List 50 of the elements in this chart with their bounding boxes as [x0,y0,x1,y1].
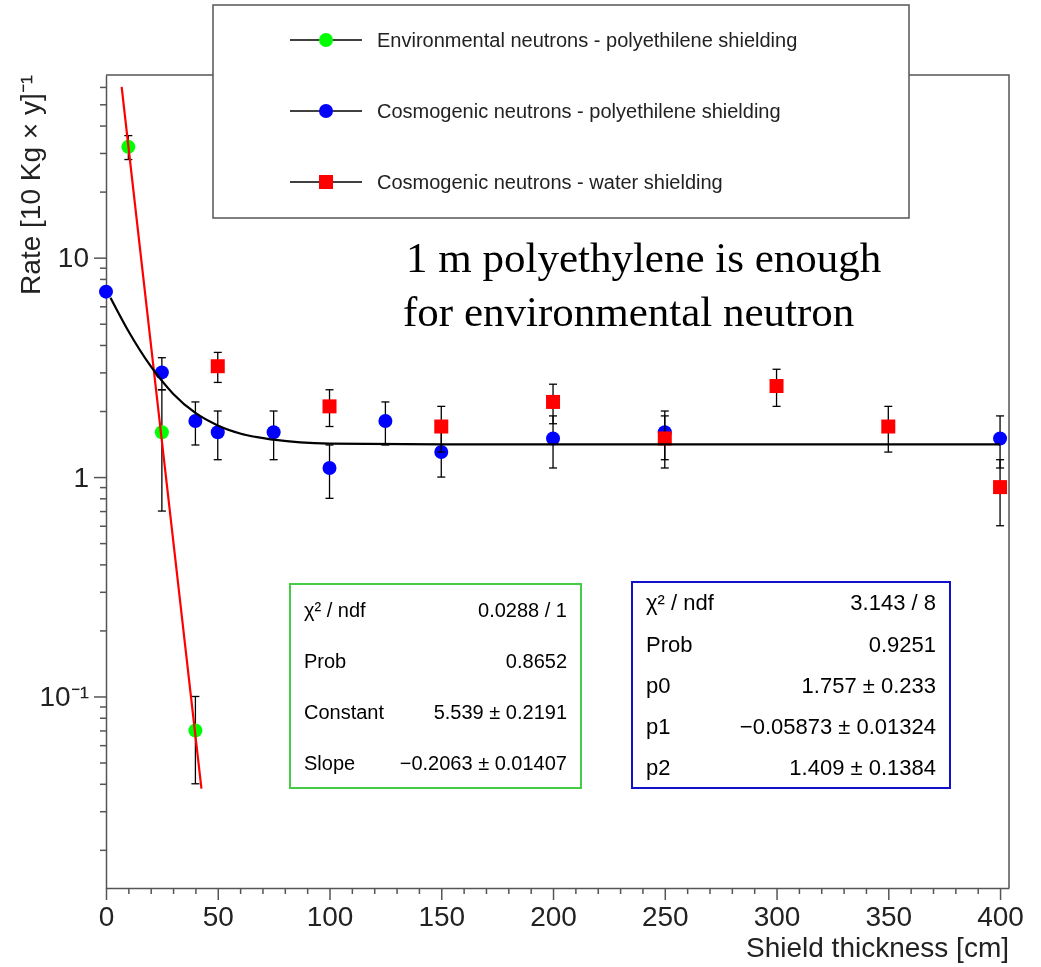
annotation: −0.2063 ± 0.01407 [399,751,567,774]
point [378,414,393,429]
x-tick-label: 0 [98,900,115,932]
x-axis-title: Shield thickness [cm] [746,932,1009,963]
annotation: Constant [304,700,385,723]
y-tick-label: 10 [57,242,89,274]
point [266,425,281,440]
annotation: Slope [304,751,356,774]
annotation: 1.409 ± 0.1384 [789,755,936,781]
legend-label: Environmental neutrons - polyethilene shielding [377,29,798,51]
y-tick-label: 1 [73,461,89,493]
annotation: 0.0288 / 1 [478,598,567,621]
x-tick-label: 250 [641,900,689,932]
annotation: Prob [646,631,693,657]
y-tick-label: 10⁻¹ [39,680,89,712]
annotation: 5.539 ± 0.2191 [433,700,567,723]
point [769,379,784,394]
annotation: 1.757 ± 0.233 [801,672,936,698]
point [993,431,1008,446]
legend-label: Cosmogenic neutrons - polyethilene shielding [377,100,781,122]
annotation: p2 [646,755,671,781]
annotation: Prob [304,649,347,672]
point [546,394,561,409]
x-tick-label: 350 [865,900,913,932]
point [210,425,225,440]
point [99,284,113,299]
x-tick-label: 200 [530,900,577,932]
annotation: 1 m polyethylene is enough for environmental neutron [403,234,882,335]
annotation: p1 [646,713,671,739]
point [993,480,1008,495]
x-tick-label: 150 [418,900,466,932]
annotation: 0.9251 [868,631,936,657]
x-tick-label: 300 [753,900,801,932]
point [210,359,225,374]
point [188,414,203,429]
point [322,460,337,475]
y-axis-title: Rate [10 Kg × y]⁻¹ [15,75,46,295]
point [322,399,337,414]
legend-label: Cosmogenic neutrons - water shielding [377,171,723,193]
annotation: χ² / ndf [646,590,715,616]
point [881,419,896,434]
x-tick-label: 50 [202,900,234,932]
annotation: 0.8652 [505,649,567,672]
annotation: p0 [646,672,671,698]
annotation: 3.143 / 8 [850,590,936,616]
annotation: −0.05873 ± 0.01324 [739,713,936,739]
annotation: χ² / ndf [304,598,367,621]
x-tick-label: 100 [306,900,354,932]
x-tick-label: 400 [977,900,1024,932]
point [434,419,449,434]
